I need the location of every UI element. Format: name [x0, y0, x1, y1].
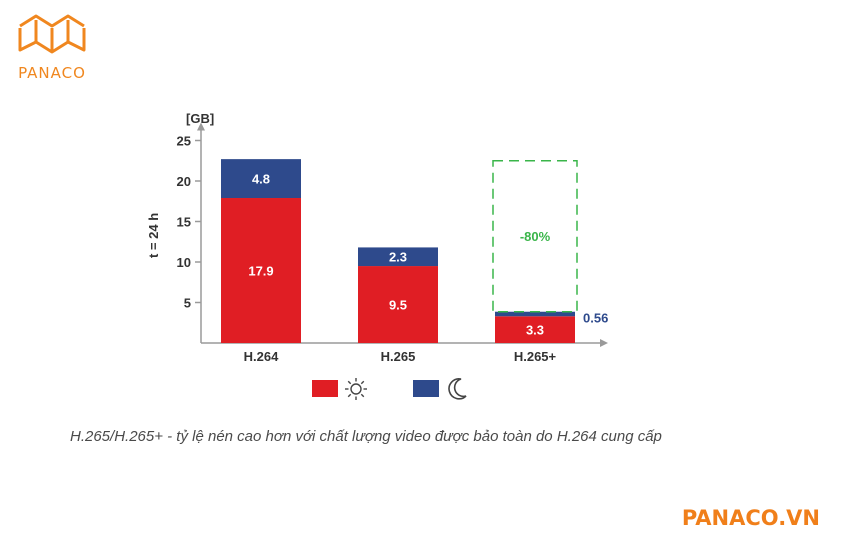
- sun-icon: [345, 378, 367, 400]
- bar-segment: [358, 266, 438, 343]
- data-label: 3.3: [526, 323, 544, 338]
- moon-crescent: [448, 378, 467, 400]
- x-tick-label: H.265: [381, 349, 416, 364]
- moon-icon: [448, 378, 467, 400]
- legend-swatch: [312, 380, 338, 397]
- brand-watermark: PANACO.VN: [681, 506, 820, 530]
- data-label: 2.3: [389, 250, 407, 265]
- bar-segment: [221, 159, 301, 199]
- x-tick-label: H.264: [244, 349, 279, 364]
- y-tick-label: 25: [177, 134, 191, 149]
- panaco-logo: PANACO: [12, 12, 92, 84]
- sun-disc: [350, 383, 362, 395]
- x-axis-arrow: [600, 339, 608, 347]
- book-house-icon: [18, 14, 86, 54]
- data-label: 4.8: [252, 172, 270, 187]
- legend-swatch: [413, 380, 439, 397]
- bar-segment: [495, 311, 575, 317]
- y-tick-label: 20: [177, 174, 191, 189]
- reduction-box: [492, 160, 578, 313]
- data-label: 17.9: [248, 264, 273, 279]
- sun-ray: [347, 393, 352, 398]
- x-tick-label: H.265+: [514, 349, 557, 364]
- sun-ray: [360, 380, 365, 385]
- bar-segment: [358, 247, 438, 267]
- sun-ray: [347, 380, 352, 385]
- chart-caption: H.265/H.265+ - tỷ lệ nén cao hơn với chấ…: [70, 428, 662, 445]
- annotation-label: -80%: [520, 229, 551, 244]
- y-axis-label: t = 24 h: [146, 213, 161, 258]
- logo-text: PANACO: [18, 64, 86, 82]
- data-label: 9.5: [389, 298, 407, 313]
- y-unit-label: [GB]: [186, 111, 214, 126]
- sun-ray: [360, 393, 365, 398]
- bar-segment: [221, 198, 301, 343]
- bar-chart: 5 10 15 20 25 [GB] t = 24 h 17.9 4.8 H.264 9.5 2.3…: [146, 111, 608, 400]
- y-axis-arrow: [197, 122, 205, 131]
- bar-segment: [495, 316, 575, 343]
- y-tick-label: 15: [177, 215, 191, 230]
- y-tick-label: 5: [184, 296, 191, 311]
- data-label: 0.56: [583, 311, 608, 326]
- y-tick-label: 10: [177, 255, 191, 270]
